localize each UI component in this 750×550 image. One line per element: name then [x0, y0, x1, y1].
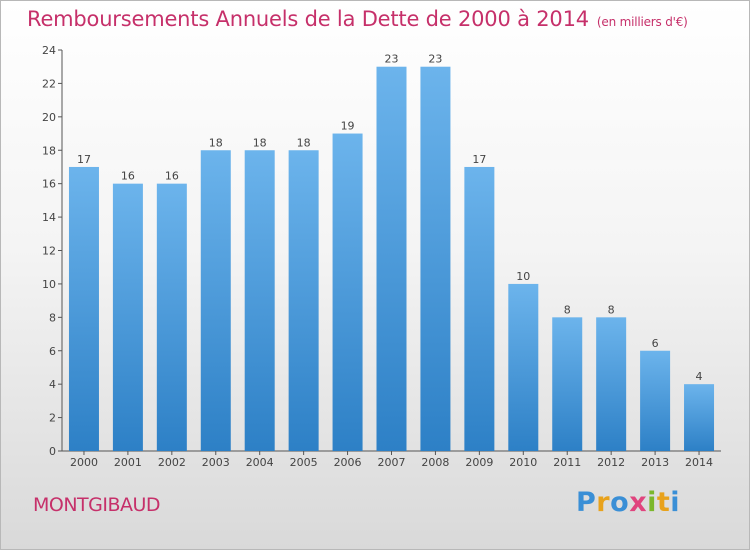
data-label: 23 [385, 53, 399, 66]
y-tick-label: 14 [42, 211, 56, 224]
logo-letter: i [647, 487, 657, 518]
y-tick-label: 16 [42, 178, 56, 191]
y-tick-label: 10 [42, 278, 56, 291]
data-label: 4 [696, 370, 703, 383]
bars [68, 66, 715, 452]
chart-title-text: Remboursements Annuels de la Dette de 20… [27, 7, 589, 31]
data-label: 18 [209, 136, 223, 149]
x-tick-label: 2012 [597, 456, 625, 469]
x-tick-label: 2011 [553, 456, 581, 469]
bar [684, 384, 715, 451]
x-tick-label: 2005 [290, 456, 318, 469]
logo-letter: o [610, 487, 630, 518]
x-tick-label: 2006 [334, 456, 362, 469]
data-label: 23 [428, 53, 442, 66]
y-tick-label: 20 [42, 111, 56, 124]
x-tick-label: 2014 [685, 456, 713, 469]
bar [508, 283, 539, 451]
bar [288, 150, 319, 451]
bar [552, 317, 583, 451]
data-label: 19 [341, 120, 355, 133]
data-labels: 2000 17 2001 16 2002 16 2003 18 2004 18 2005 18 2006… [70, 53, 713, 469]
logo-letter: t [656, 487, 671, 518]
data-label: 6 [652, 337, 659, 350]
x-tick-label: 2003 [202, 456, 230, 469]
y-tick-label: 8 [49, 311, 56, 324]
chart-unit: (en milliers d'€) [596, 15, 688, 29]
bar [596, 317, 627, 451]
x-tick-label: 2008 [421, 456, 449, 469]
chart-title: Remboursements Annuels de la Dette de 20… [27, 7, 688, 31]
logo-letter: P [576, 487, 597, 518]
data-label: 16 [121, 170, 135, 183]
x-tick-label: 2002 [158, 456, 186, 469]
y-tick-label: 24 [42, 44, 56, 57]
x-tick-label: 2009 [465, 456, 493, 469]
data-label: 16 [165, 170, 179, 183]
bar [332, 133, 363, 451]
bar [244, 150, 275, 451]
logo-letter: r [596, 487, 611, 518]
y-tick-label: 18 [42, 144, 56, 157]
data-label: 17 [472, 153, 486, 166]
y-tick-label: 22 [42, 77, 56, 90]
y-tick-label: 0 [49, 445, 56, 458]
data-label: 17 [77, 153, 91, 166]
logo-letter: i [670, 487, 681, 518]
x-tick-label: 2010 [509, 456, 537, 469]
x-tick-label: 2001 [114, 456, 142, 469]
x-tick-label: 2007 [378, 456, 406, 469]
bar [200, 150, 231, 451]
logo-letter: x [629, 487, 648, 518]
y-tick-label: 2 [49, 412, 56, 425]
y-tick-label: 4 [49, 378, 56, 391]
data-label: 8 [564, 303, 571, 316]
proxiti-logo: Proxiti [576, 487, 680, 518]
y-tick-label: 6 [49, 345, 56, 358]
data-label: 10 [516, 270, 530, 283]
bar [156, 183, 187, 451]
bar [464, 166, 495, 452]
bar [112, 183, 143, 451]
bar [68, 166, 99, 452]
x-tick-label: 2000 [70, 456, 98, 469]
x-tick-label: 2013 [641, 456, 669, 469]
bar [376, 66, 407, 451]
bar [420, 66, 451, 451]
data-label: 8 [608, 303, 615, 316]
bar [640, 350, 671, 451]
x-tick-label: 2004 [246, 456, 274, 469]
data-label: 18 [297, 136, 311, 149]
y-tick-label: 12 [42, 245, 56, 258]
commune-name: MONTGIBAUD [33, 494, 161, 516]
data-label: 18 [253, 136, 267, 149]
